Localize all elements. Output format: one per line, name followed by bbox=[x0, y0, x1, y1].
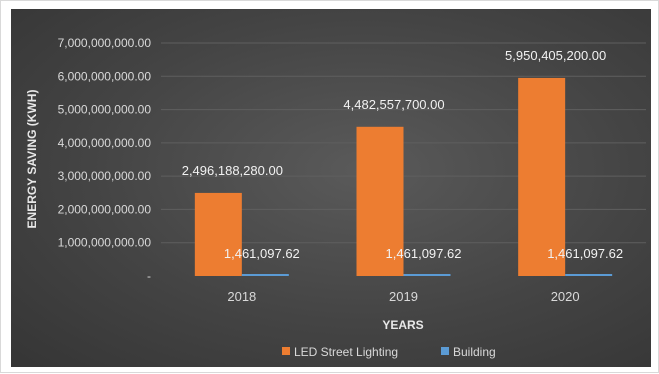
x-tick-label: 2018 bbox=[227, 289, 256, 304]
y-tick-label: 6,000,000,000.00 bbox=[58, 69, 152, 83]
data-label: 5,950,405,200.00 bbox=[505, 48, 606, 63]
y-tick-label: 4,000,000,000.00 bbox=[58, 136, 152, 150]
bars bbox=[194, 77, 613, 277]
x-axis-ticks: 2018 2019 2020 bbox=[227, 289, 579, 304]
x-axis-title: YEARS bbox=[382, 318, 423, 332]
bar-led-street-lighting bbox=[518, 77, 566, 276]
legend-label: Building bbox=[453, 345, 496, 359]
y-tick-label: 1,000,000,000.00 bbox=[58, 236, 152, 250]
y-tick-label: 2,000,000,000.00 bbox=[58, 202, 152, 216]
y-axis-title: ENERGY SAVING (KWH) bbox=[25, 90, 39, 229]
bar-building bbox=[241, 274, 289, 276]
legend-swatch bbox=[441, 347, 449, 355]
data-labels: 2,496,188,280.00 1,461,097.62 4,482,557,70… bbox=[182, 48, 623, 261]
bar-building bbox=[565, 274, 613, 276]
y-tick-label: 7,000,000,000.00 bbox=[58, 36, 152, 50]
data-label: 1,461,097.62 bbox=[386, 246, 462, 261]
legend-label: LED Street Lighting bbox=[294, 345, 398, 359]
bar-led-street-lighting bbox=[194, 192, 242, 276]
data-label: 1,461,097.62 bbox=[224, 246, 300, 261]
bar-building bbox=[403, 274, 451, 276]
x-tick-label: 2019 bbox=[389, 289, 418, 304]
y-tick-label: 3,000,000,000.00 bbox=[58, 169, 152, 183]
data-label: 4,482,557,700.00 bbox=[343, 97, 444, 112]
x-tick-label: 2020 bbox=[551, 289, 580, 304]
legend: LED Street Lighting Building bbox=[282, 345, 496, 359]
y-axis-ticks: - 1,000,000,000.00 2,000,000,000.00 3,000,0… bbox=[58, 36, 152, 283]
legend-swatch bbox=[282, 347, 290, 355]
data-label: 2,496,188,280.00 bbox=[182, 163, 283, 178]
data-label: 1,461,097.62 bbox=[547, 246, 623, 261]
bar-led-street-lighting bbox=[356, 126, 404, 277]
y-tick-label: 5,000,000,000.00 bbox=[58, 103, 152, 117]
y-tick-label: - bbox=[147, 269, 151, 283]
